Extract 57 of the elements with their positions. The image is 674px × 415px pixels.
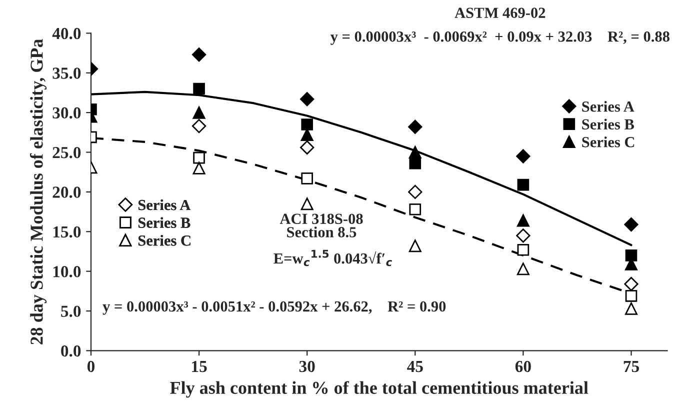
y-tick-label: 35.0 xyxy=(52,68,81,79)
x-tick-label: 0 xyxy=(87,360,95,372)
x-tick-label: 60 xyxy=(515,360,531,372)
point xyxy=(516,214,530,227)
legend-label: Series A xyxy=(138,199,191,210)
y-tick-label: 5.0 xyxy=(61,306,81,318)
legend-label: Series C xyxy=(138,234,190,246)
y-tick-label: 40.0 xyxy=(52,28,81,40)
point xyxy=(516,262,530,276)
point xyxy=(300,92,314,106)
x-tick-label: 30 xyxy=(299,360,315,372)
legend-label: Series C xyxy=(582,136,634,148)
point xyxy=(192,162,206,174)
point xyxy=(517,178,530,191)
point xyxy=(625,290,638,302)
point xyxy=(300,140,314,155)
x-tick-label: 45 xyxy=(407,360,423,372)
point xyxy=(193,82,205,95)
point xyxy=(300,128,314,142)
y-tick-label: 10.0 xyxy=(53,266,81,278)
point xyxy=(408,146,422,159)
text: ASTM 469-02 xyxy=(454,8,546,18)
point xyxy=(300,198,314,210)
point xyxy=(517,244,530,256)
x-tick-label: 75 xyxy=(624,361,639,372)
point xyxy=(193,152,205,164)
y-axis-title: 28 day Static Modulus of elasticity, GPa xyxy=(30,38,47,344)
annotation: y = 0.00003x³ - 0.0051x² - 0.0592x + 26.62, R² = 0.90 xyxy=(102,301,446,315)
point xyxy=(301,172,313,184)
legend-label: Series B xyxy=(582,118,634,130)
y-tick-label: 0.0 xyxy=(61,345,81,357)
point xyxy=(624,276,638,292)
y-tick-label: 25.0 xyxy=(52,146,81,158)
point xyxy=(192,118,206,134)
point xyxy=(408,120,422,134)
point xyxy=(516,149,530,164)
point xyxy=(301,118,313,130)
point xyxy=(192,48,206,62)
point xyxy=(625,250,638,262)
legend-label: Series A xyxy=(582,101,634,112)
annotation: y = 0.00003x³ - 0.0069x² + 0.09x + 32.03 R², = 0.88 xyxy=(330,31,670,45)
point xyxy=(192,106,206,119)
y-tick-label: 30.0 xyxy=(52,107,81,119)
annotation: ACI 318S-08 Section 8.5 xyxy=(280,214,363,238)
point xyxy=(408,184,422,200)
x-tick-label: 15 xyxy=(192,360,207,372)
point xyxy=(516,228,530,243)
legend-label: Series B xyxy=(138,217,190,228)
y-tick-label: 20.0 xyxy=(52,186,81,198)
point xyxy=(624,302,638,315)
x-axis-title: Fly ash content in % of the total cementitious material xyxy=(170,381,588,398)
annotation: E=w$_{c}$$^{1.5}$ 0.043√f′$_{c}$ xyxy=(274,250,392,266)
point xyxy=(409,203,422,216)
point xyxy=(409,157,422,170)
y-tick-label: 15.0 xyxy=(53,226,81,238)
point xyxy=(408,240,422,252)
point xyxy=(624,217,638,232)
